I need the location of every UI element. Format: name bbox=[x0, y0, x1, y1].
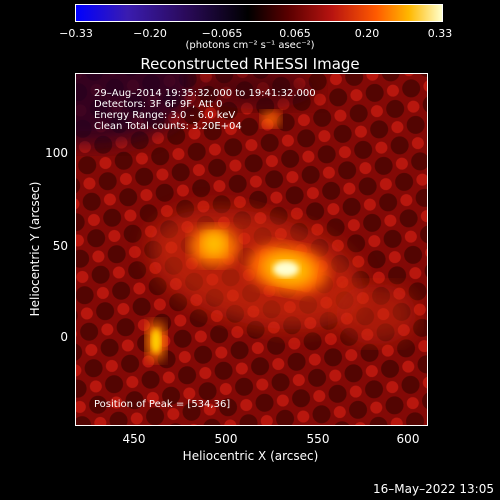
x-tick: 500 bbox=[214, 432, 238, 446]
plot-title: Reconstructed RHESSI Image bbox=[140, 55, 360, 73]
energy-range: Energy Range: 3.0 – 6.0 keV bbox=[94, 110, 236, 121]
colorbar-tick: −0.33 bbox=[59, 27, 93, 40]
peak-position: Position of Peak = [534,36] bbox=[94, 399, 231, 410]
x-tick: 550 bbox=[306, 432, 330, 446]
y-tick: 50 bbox=[52, 239, 68, 253]
timestamp-footer: 16–May–2022 13:05 bbox=[372, 482, 494, 496]
colorbar-tick: −0.065 bbox=[201, 27, 243, 40]
y-tick: 0 bbox=[60, 330, 68, 344]
colorbar-tick: 0.20 bbox=[354, 27, 380, 40]
colorbar-tick: 0.33 bbox=[427, 27, 453, 40]
x-axis-label: Heliocentric X (arcsec) bbox=[182, 449, 319, 463]
y-tick: 100 bbox=[45, 146, 68, 160]
clean-counts: Clean Total counts: 3.20E+04 bbox=[94, 121, 242, 132]
colorbar bbox=[75, 4, 443, 22]
rhessi-image: 29–Aug–2014 19:35:32.000 to 19:41:32.000… bbox=[75, 73, 428, 426]
time-range: 29–Aug–2014 19:35:32.000 to 19:41:32.000 bbox=[94, 88, 316, 99]
colorbar-tick: −0.20 bbox=[133, 27, 167, 40]
colorbar-unit: (photons cm⁻² s⁻¹ asec⁻²) bbox=[185, 40, 315, 51]
y-axis-label: Heliocentric Y (arcsec) bbox=[28, 181, 42, 317]
colorbar-tick: 0.065 bbox=[279, 27, 311, 40]
x-tick: 600 bbox=[396, 432, 420, 446]
x-tick: 450 bbox=[122, 432, 146, 446]
rhessi-image-canvas bbox=[76, 74, 427, 425]
detectors-info: Detectors: 3F 6F 9F, Att 0 bbox=[94, 99, 223, 110]
